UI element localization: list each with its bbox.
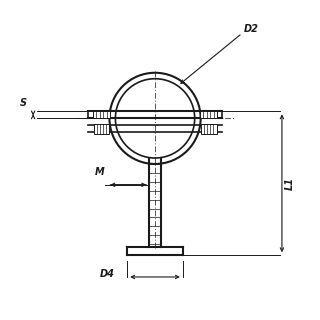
- Text: S: S: [20, 99, 27, 108]
- Text: L1: L1: [285, 177, 295, 190]
- Text: D4: D4: [100, 269, 115, 279]
- Text: D2: D2: [244, 24, 259, 34]
- Bar: [92, 111, 110, 118]
- Bar: [201, 124, 217, 134]
- Bar: [93, 124, 109, 134]
- Bar: [200, 111, 218, 118]
- Text: M: M: [95, 167, 104, 177]
